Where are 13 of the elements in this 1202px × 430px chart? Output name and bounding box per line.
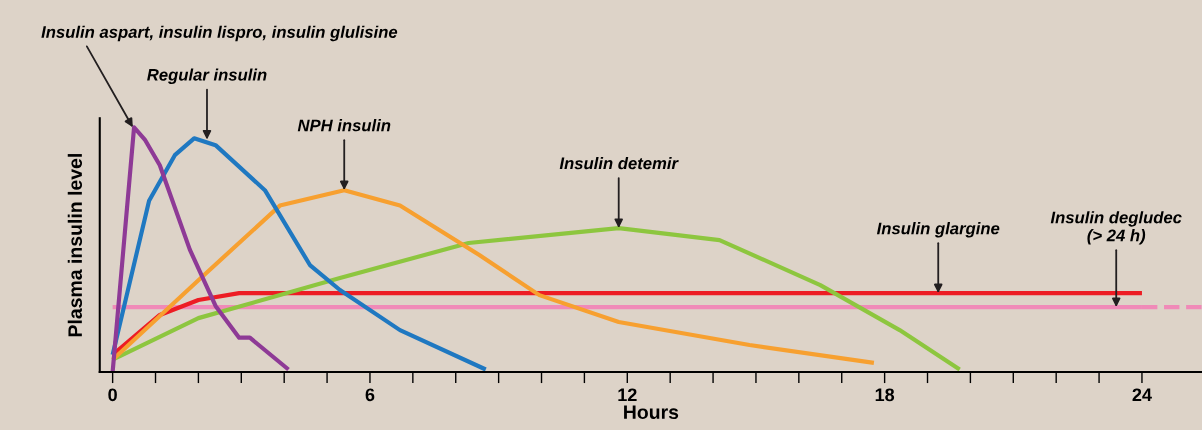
x-tick-label: 12 <box>618 388 637 402</box>
annotation: Insulin degludec (> 24 h) <box>1050 211 1182 245</box>
y-axis-title: Plasma insulin level <box>67 154 83 337</box>
annotation: Insulin detemir <box>559 157 679 170</box>
annotation: Regular insulin <box>147 68 267 84</box>
x-axis-title: Hours <box>624 405 679 420</box>
x-tick-label: 6 <box>365 388 375 402</box>
annotation: NPH insulin <box>297 119 391 132</box>
annotation: Insulin glargine <box>876 222 1000 238</box>
annotation: Insulin aspart, insulin lispro, insulin glulisine <box>41 25 398 42</box>
x-tick-label: 24 <box>1132 388 1152 402</box>
x-tick-label: 0 <box>108 388 117 402</box>
x-tick-label: 18 <box>875 388 895 402</box>
